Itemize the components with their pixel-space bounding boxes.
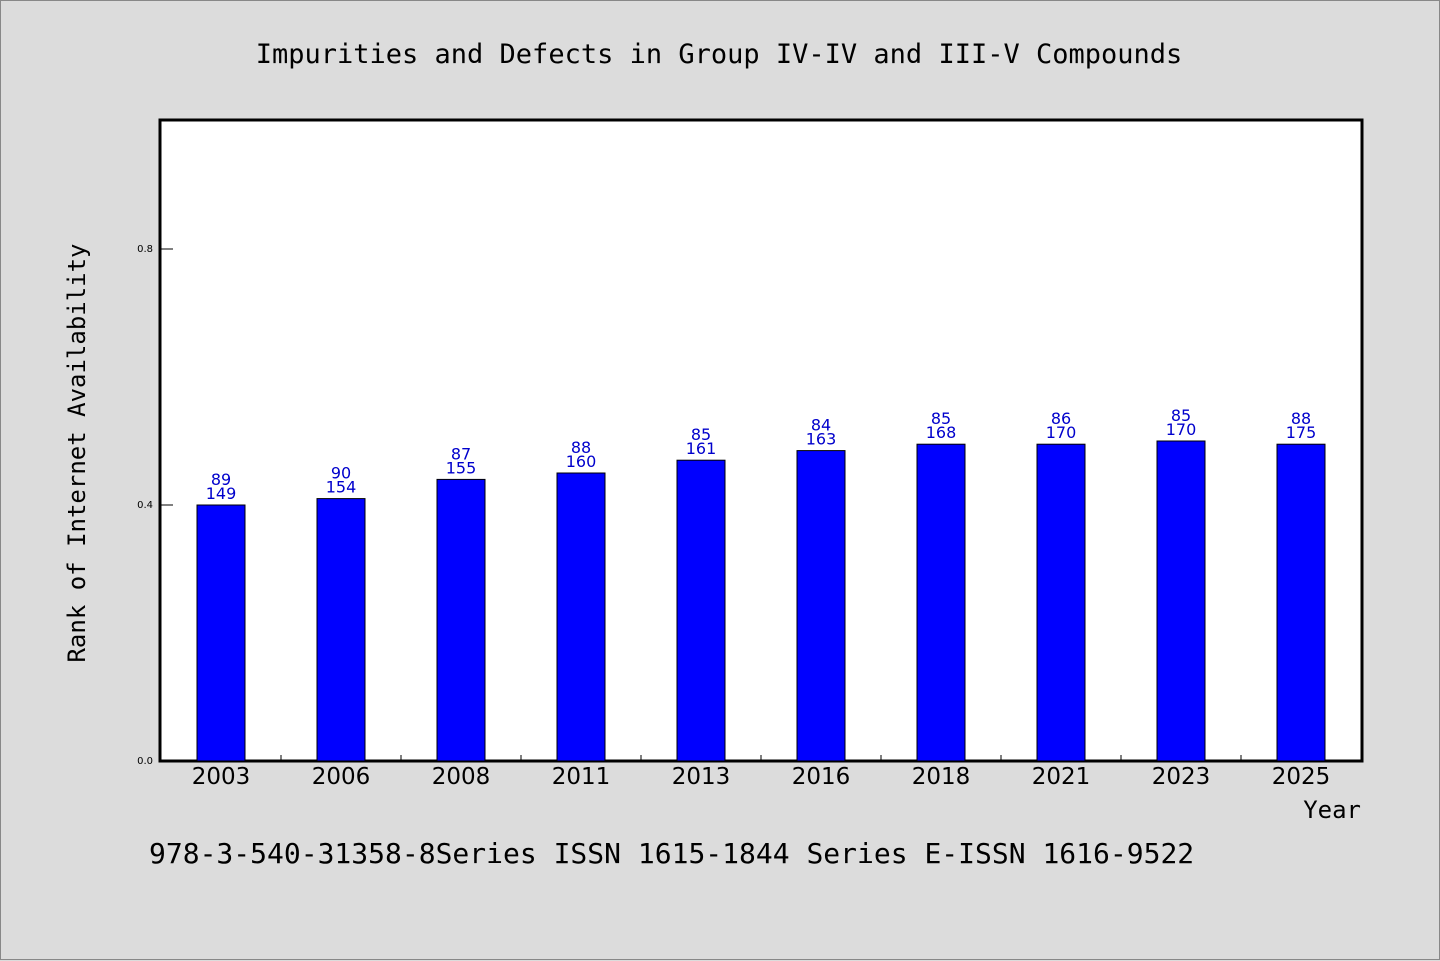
data-label-bottom-2006: 154	[326, 478, 357, 497]
bar-2018	[916, 443, 966, 762]
data-label-bottom-2025: 175	[1286, 423, 1317, 442]
data-label-top-2011: 88	[571, 438, 591, 457]
bar-2013	[676, 459, 726, 762]
x-tick-label-2008: 2008	[432, 764, 491, 790]
chart-title: Impurities and Defects in Group IV-IV an…	[256, 39, 1183, 70]
x-axis-title: Year	[1303, 796, 1361, 824]
x-tick-label-2021: 2021	[1032, 764, 1091, 790]
data-label-top-2008: 87	[451, 444, 471, 463]
footer-text: 978-3-540-31358-8Series ISSN 1615-1844 S…	[149, 837, 1194, 870]
x-tick-label-2011: 2011	[552, 764, 611, 790]
x-tick-label-2025: 2025	[1272, 764, 1331, 790]
data-labels-layer: 8914990154871558816085161841638516886170…	[206, 406, 1317, 503]
x-tick-label-2003: 2003	[192, 764, 251, 790]
data-label-top-2021: 86	[1051, 409, 1071, 428]
bar-2008	[436, 478, 486, 762]
y-tick-label-0: 0.0	[137, 756, 153, 767]
x-axis: 2003 2006 2008 2011 2013 2016 2018 2021 2023 2025	[192, 755, 1331, 790]
bar-2025	[1276, 443, 1326, 762]
bar-2003	[196, 504, 246, 762]
data-label-top-2025: 88	[1291, 409, 1311, 428]
x-tick-label-2016: 2016	[792, 764, 851, 790]
data-label-bottom-2008: 155	[446, 458, 477, 477]
data-label-top-2003: 89	[211, 470, 231, 489]
x-tick-label-2013: 2013	[672, 764, 731, 790]
data-label-top-2013: 85	[691, 425, 711, 444]
data-label-top-2006: 90	[331, 464, 351, 483]
y-axis: 0.0 0.4 0.8	[137, 244, 173, 767]
x-tick-label-2006: 2006	[312, 764, 371, 790]
bar-2021	[1036, 443, 1086, 762]
x-tick-label-2023: 2023	[1152, 764, 1211, 790]
y-axis-title: Rank of Internet Availability	[63, 243, 91, 662]
data-label-bottom-2018: 168	[926, 423, 957, 442]
data-label-top-2016: 84	[811, 416, 831, 435]
bar-2011	[556, 472, 606, 762]
data-label-bottom-2016: 163	[806, 430, 837, 449]
data-label-bottom-2021: 170	[1046, 423, 1077, 442]
data-label-bottom-2023: 170	[1166, 420, 1197, 439]
bar-2016	[796, 450, 846, 762]
y-tick-label-2: 0.8	[137, 244, 153, 255]
data-label-bottom-2003: 149	[206, 484, 237, 503]
bar-2006	[316, 498, 366, 762]
y-tick-label-1: 0.4	[137, 500, 153, 511]
data-label-bottom-2011: 160	[566, 452, 597, 471]
data-label-top-2018: 85	[931, 409, 951, 428]
data-label-bottom-2013: 161	[686, 439, 717, 458]
x-tick-label-2018: 2018	[912, 764, 971, 790]
bar-2023	[1156, 440, 1206, 762]
bars-layer	[196, 440, 1326, 762]
data-label-top-2023: 85	[1171, 406, 1191, 425]
